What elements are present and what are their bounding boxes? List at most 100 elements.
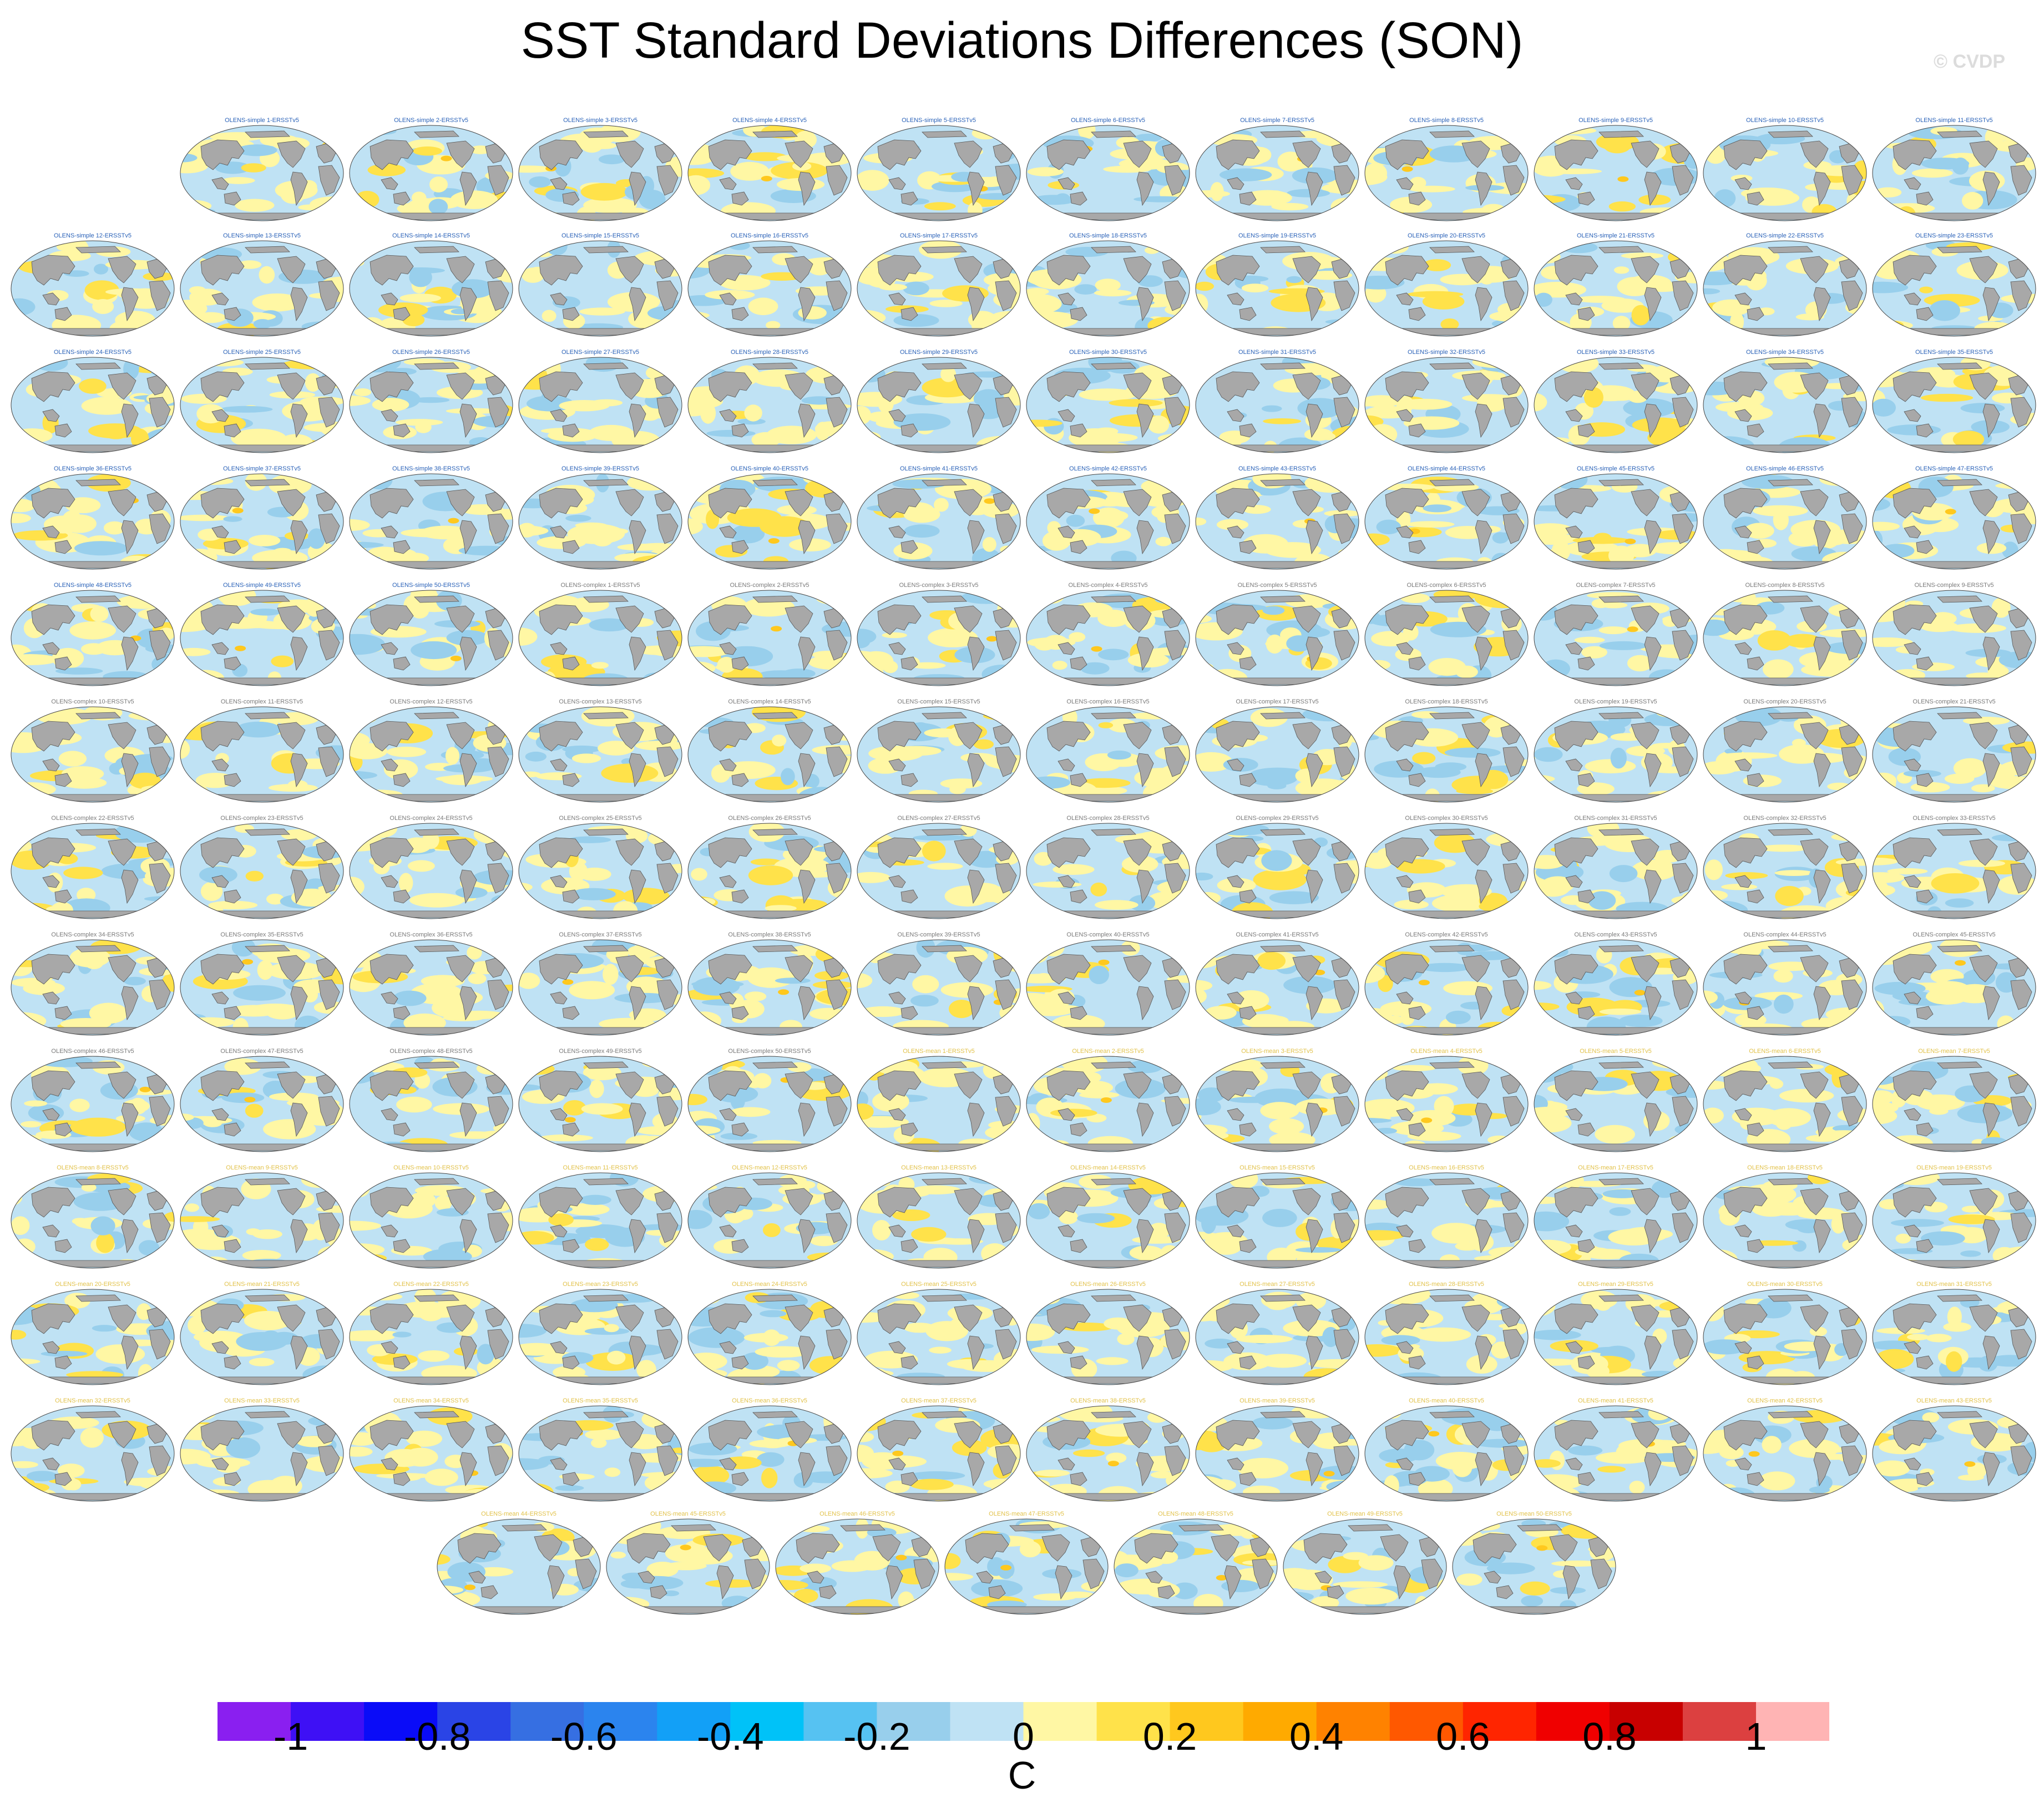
map-panel-svg xyxy=(518,590,682,686)
map-panel-svg xyxy=(687,1172,852,1269)
map-panel: OLENS-mean 38-ERSSTv5 xyxy=(1025,1397,1191,1502)
landmass xyxy=(1904,177,1921,190)
landmass xyxy=(1041,328,1175,336)
landmass xyxy=(1210,561,1344,569)
landmass xyxy=(1747,191,1764,206)
landmass xyxy=(1292,372,1321,400)
map-panel: OLENS-simple 12-ERSSTv5 xyxy=(9,232,176,337)
landmass xyxy=(702,444,837,452)
anomaly-patch xyxy=(1519,902,1528,915)
anomaly-patch xyxy=(350,1015,363,1035)
map-border xyxy=(1195,240,1359,337)
anomaly-patch xyxy=(1365,1056,1395,1069)
anomaly-patch xyxy=(1873,497,1890,511)
landmass xyxy=(995,280,1017,311)
anomaly-patch xyxy=(401,528,455,538)
anomaly-patch xyxy=(858,711,872,717)
anomaly-patch xyxy=(519,627,538,646)
anomaly-patch xyxy=(1760,251,1780,262)
anomaly-patch xyxy=(571,753,601,763)
landmass xyxy=(245,479,290,487)
landmass xyxy=(872,1376,1006,1384)
landmass xyxy=(1461,372,1490,400)
landmass xyxy=(1396,525,1414,539)
landmass xyxy=(539,604,583,635)
anomaly-patch xyxy=(1241,283,1269,293)
anomaly-patch xyxy=(986,636,998,642)
landmass xyxy=(2010,165,2032,196)
map-panel-svg xyxy=(518,1289,682,1385)
landmass xyxy=(922,945,967,953)
anomaly-patch xyxy=(411,641,457,660)
landmass xyxy=(1260,945,1306,953)
panel-title: OLENS-complex 9-ERSSTv5 xyxy=(1914,582,1994,589)
anomaly-patch xyxy=(1456,788,1493,794)
map-panel-svg xyxy=(518,1056,682,1152)
landmass xyxy=(785,489,813,516)
anomaly-patch xyxy=(58,751,87,767)
landmass xyxy=(414,828,459,836)
anomaly-patch xyxy=(1422,293,1465,310)
anomaly-patch xyxy=(996,554,1020,565)
anomaly-patch xyxy=(1599,641,1648,650)
landmass xyxy=(872,677,1006,685)
anomaly-patch xyxy=(185,1203,199,1212)
anomaly-patch xyxy=(1541,659,1570,678)
landmass xyxy=(277,140,306,168)
map-panel-svg xyxy=(1364,1056,1529,1152)
map-panel-svg xyxy=(687,1056,852,1152)
landmass xyxy=(1577,656,1595,671)
landmass xyxy=(615,140,644,168)
map-panel: OLENS-mean 37-ERSSTv5 xyxy=(856,1397,1022,1502)
anomaly-patch xyxy=(445,747,460,765)
anomaly-patch xyxy=(1096,1357,1129,1365)
anomaly-patch xyxy=(1581,646,1607,659)
landmass xyxy=(562,656,580,671)
landmass xyxy=(1723,488,1768,519)
landmass xyxy=(26,1260,160,1268)
anomaly-patch xyxy=(367,164,406,176)
panel-title: OLENS-complex 13-ERSSTv5 xyxy=(559,698,642,705)
landmass xyxy=(1379,328,1514,336)
map-border xyxy=(1534,357,1698,453)
landmass xyxy=(1136,403,1154,438)
landmass xyxy=(1718,328,1852,336)
map-panel: OLENS-complex 11-ERSSTv5 xyxy=(179,698,345,803)
anomaly-patch xyxy=(688,1424,698,1434)
map-panel: OLENS-complex 32-ERSSTv5 xyxy=(1702,814,1868,920)
panel-title: OLENS-complex 43-ERSSTv5 xyxy=(1574,931,1657,938)
landmass xyxy=(1429,595,1475,603)
panel-title: OLENS-complex 41-ERSSTv5 xyxy=(1236,931,1319,938)
landmass xyxy=(995,397,1017,428)
anomaly-patch xyxy=(249,1358,275,1366)
landmass xyxy=(1429,362,1475,370)
map-panel: OLENS-mean 12-ERSSTv5 xyxy=(686,1164,853,1269)
anomaly-patch xyxy=(730,1107,771,1117)
map-border xyxy=(1872,240,2036,337)
landmass xyxy=(1598,1294,1644,1302)
anomaly-patch xyxy=(1719,752,1778,759)
map-panel: OLENS-complex 29-ERSSTv5 xyxy=(1194,814,1360,920)
map-panel: OLENS-complex 47-ERSSTv5 xyxy=(179,1047,345,1153)
anomaly-patch xyxy=(1873,317,1888,336)
anomaly-patch xyxy=(1953,758,1987,778)
landmass xyxy=(1937,595,1982,603)
map-panel: OLENS-complex 34-ERSSTv5 xyxy=(9,931,176,1036)
landmass xyxy=(245,1178,290,1186)
landmass xyxy=(1210,1260,1344,1268)
landmass xyxy=(149,397,171,428)
anomaly-patch xyxy=(1269,1118,1304,1135)
anomaly-patch xyxy=(72,1218,89,1225)
map-panel-svg xyxy=(1026,357,1190,453)
anomaly-patch xyxy=(428,199,448,215)
anomaly-patch xyxy=(1574,296,1626,303)
anomaly-patch xyxy=(1069,632,1086,642)
anomaly-patch xyxy=(591,662,609,669)
landmass xyxy=(1260,246,1306,254)
landmass xyxy=(1385,139,1429,170)
anomaly-patch xyxy=(579,1194,611,1205)
landmass xyxy=(1227,525,1244,539)
anomaly-patch xyxy=(1117,1333,1135,1345)
landmass xyxy=(245,828,290,836)
anomaly-patch xyxy=(838,785,851,795)
